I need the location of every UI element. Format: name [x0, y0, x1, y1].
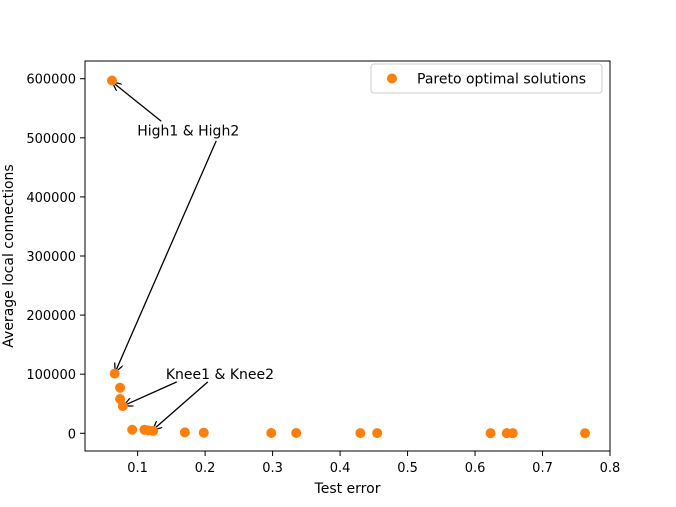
data-point [127, 424, 138, 435]
plot-frame [84, 60, 611, 452]
x-axis-label: Test error [314, 481, 381, 497]
data-point [291, 427, 302, 438]
annotation-arrow [115, 140, 217, 372]
x-tick-label: 0.2 [195, 461, 216, 476]
x-tick-label: 0.3 [262, 461, 283, 476]
legend: Pareto optimal solutions [370, 63, 603, 94]
x-tick-label: 0.5 [397, 461, 418, 476]
data-point [580, 428, 591, 439]
x-tick-label: 0.1 [127, 461, 148, 476]
legend-box [370, 63, 603, 94]
x-axis-ticks: 0.1 0.2 0.3 0.4 0.5 0.6 0.7 0.8 [127, 451, 620, 476]
data-point [372, 428, 383, 439]
data-point [148, 425, 159, 436]
data-point [109, 368, 120, 379]
y-tick-label: 300000 [26, 250, 76, 265]
annotation-arrow [153, 381, 209, 430]
data-point [106, 75, 117, 86]
data-point [355, 428, 366, 439]
y-tick-label: 600000 [26, 73, 76, 88]
legend-marker [387, 73, 397, 84]
y-tick-label: 200000 [26, 309, 76, 324]
y-tick-label: 0 [68, 427, 76, 442]
y-tick-label: 500000 [26, 132, 76, 147]
data-point [117, 401, 128, 412]
data-point [179, 427, 190, 438]
data-point [115, 382, 126, 393]
data-points [106, 75, 591, 439]
annotations: High1 & High2 Knee1 & Knee2 [113, 82, 274, 429]
x-tick-label: 0.7 [532, 461, 553, 476]
y-axis-label: Average local connections [1, 164, 17, 347]
y-tick-label: 100000 [26, 368, 76, 383]
data-point [266, 427, 277, 438]
legend-label: Pareto optimal solutions [417, 72, 586, 88]
data-point [198, 427, 209, 438]
data-point [507, 428, 518, 439]
x-tick-label: 0.6 [465, 461, 486, 476]
y-axis-ticks: 0 100000 200000 300000 400000 500000 600000 [26, 73, 85, 442]
annotation-label: High1 & High2 [137, 124, 239, 140]
y-tick-label: 400000 [26, 191, 76, 206]
annotation-label: Knee1 & Knee2 [166, 367, 274, 383]
data-point [485, 428, 496, 439]
annotation-arrow [113, 82, 162, 122]
x-tick-label: 0.8 [600, 461, 621, 476]
annotation-arrow [124, 381, 178, 406]
x-tick-label: 0.4 [330, 461, 351, 476]
